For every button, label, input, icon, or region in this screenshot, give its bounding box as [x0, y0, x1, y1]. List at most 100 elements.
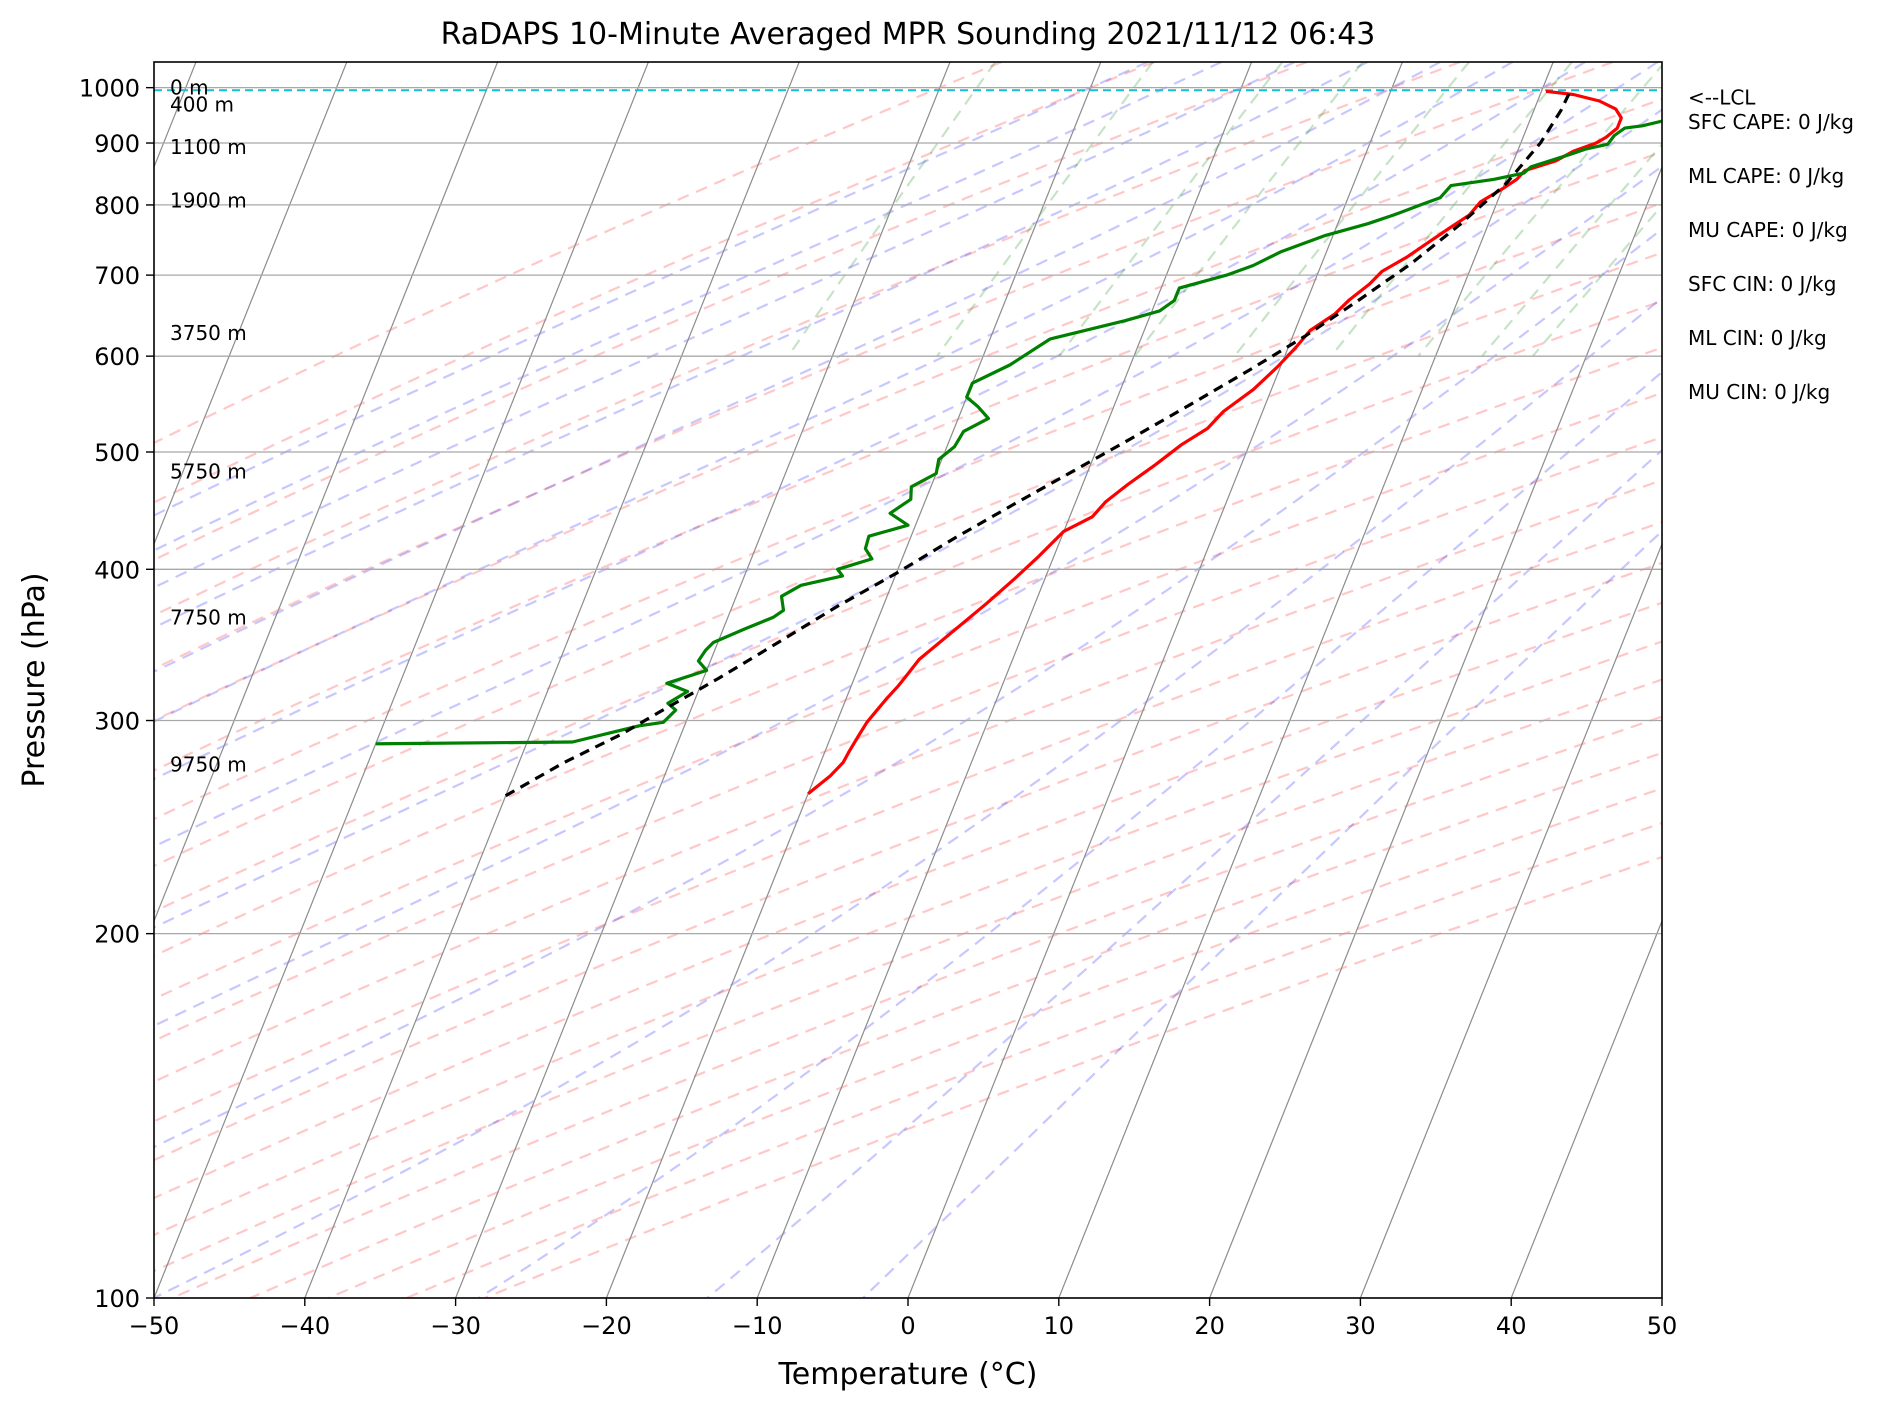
- mixing-ratio-line: [1330, 62, 1573, 357]
- dry-adiabat: [154, 346, 1662, 957]
- stat-label: ML CAPE: 0 J/kg: [1688, 164, 1844, 188]
- x-axis-label: Temperature (°C): [778, 1357, 1038, 1392]
- stat-label: ML CIN: 0 J/kg: [1688, 326, 1827, 350]
- isotherm-line: [154, 62, 649, 1298]
- isotherm-line: [1510, 919, 1662, 1298]
- dry-adiabat: [154, 678, 1662, 1273]
- mixing-ratio-line: [787, 62, 997, 357]
- isotherm-line: [304, 62, 800, 1298]
- moist-adiabat: [154, 108, 1662, 929]
- mixing-ratio-line: [1481, 142, 1662, 357]
- dry-adiabat: [154, 299, 1662, 913]
- x-tick-label: 40: [1496, 1312, 1527, 1340]
- dry-adiabat: [154, 201, 1662, 821]
- y-tick-label: 500: [94, 439, 140, 467]
- moist-adiabat: [154, 227, 1662, 1149]
- y-tick-label: 700: [94, 262, 140, 290]
- y-tick-label: 400: [94, 556, 140, 584]
- dry-adiabat: [154, 62, 1155, 504]
- x-tick-label: 50: [1647, 1312, 1678, 1340]
- isotherm-line: [907, 62, 1403, 1298]
- moist-adiabat: [154, 62, 1659, 848]
- isotherm-line: [455, 62, 951, 1298]
- isotherm-line: [605, 62, 1102, 1298]
- height-label: 5750 m: [170, 459, 247, 483]
- height-label: 0 m: [170, 76, 209, 100]
- dewpoint-profile-line: [375, 119, 1662, 746]
- annotations: 9750 m 7750 m 5750 m 3750 m 1900 m 1100 m 400 …: [170, 76, 1854, 777]
- axis-ticks: −50 −40 −30 −20 −10 0 10 20 30 40 50 100 200 300 400 50…: [79, 75, 1677, 1340]
- isotherm-line: [1209, 165, 1662, 1298]
- stat-label: MU CIN: 0 J/kg: [1688, 380, 1830, 404]
- moist-adiabat: [706, 448, 1662, 1298]
- mixing-ratio-line: [936, 62, 1154, 357]
- moist-adiabat: [154, 62, 1222, 552]
- y-tick-label: 100: [94, 1285, 140, 1313]
- lcl-label: <--LCL: [1688, 85, 1756, 109]
- dry-adiabat: [154, 62, 1614, 670]
- mixing-ratio-line: [1531, 203, 1662, 357]
- moist-adiabat: [154, 62, 1369, 629]
- mixing-ratio-line: [1133, 62, 1364, 357]
- reference-lines: [154, 62, 1662, 1298]
- dry-adiabat: [154, 97, 1662, 722]
- x-tick-label: −40: [279, 1312, 330, 1340]
- moist-adiabat: [154, 62, 1149, 517]
- isotherm-line: [1661, 1296, 1662, 1298]
- isotherm-line: [1058, 62, 1554, 1298]
- isotherm-line: [154, 62, 499, 923]
- moist-adiabat: [154, 62, 1441, 673]
- stat-label: MU CAPE: 0 J/kg: [1688, 218, 1848, 242]
- dry-adiabat: [154, 62, 1308, 562]
- y-tick-label: 800: [94, 192, 140, 220]
- height-label: 1100 m: [170, 135, 247, 159]
- dry-adiabat: [154, 62, 1461, 617]
- moist-adiabat: [154, 62, 1586, 781]
- isotherm-line: [1813, 62, 1882, 1298]
- stat-label: SFC CIN: 0 J/kg: [1688, 272, 1836, 296]
- dry-adiabat: [154, 391, 1662, 1001]
- isotherm-line: [154, 62, 348, 546]
- mixing-ratio-line: [1233, 62, 1470, 357]
- mixing-ratio-line: [1058, 62, 1284, 357]
- y-tick-label: 900: [94, 130, 140, 158]
- dry-adiabat: [154, 62, 1002, 445]
- moist-adiabat: [154, 62, 1296, 589]
- moist-adiabat: [478, 370, 1662, 1298]
- isotherm-line: [1359, 542, 1662, 1298]
- x-tick-label: −30: [430, 1312, 481, 1340]
- x-tick-label: 10: [1044, 1312, 1075, 1340]
- x-tick-label: 0: [900, 1312, 915, 1340]
- y-axis-label: Pressure (hPa): [17, 572, 52, 787]
- x-tick-label: −50: [129, 1312, 180, 1340]
- moist-adiabat: [154, 164, 1662, 1027]
- dry-adiabat: [154, 561, 1662, 1162]
- dry-adiabat: [154, 251, 1662, 868]
- dry-adiabat: [154, 479, 1662, 1083]
- profile-lines: [154, 89, 1662, 798]
- dry-adiabat: [154, 150, 1662, 772]
- mixing-ratio-line: [1417, 63, 1662, 357]
- plot-frame: [153, 61, 1663, 1299]
- dry-adiabat: [154, 601, 1662, 1200]
- dry-adiabat: [154, 520, 1662, 1123]
- height-label: 1900 m: [170, 188, 247, 212]
- x-tick-label: −10: [732, 1312, 783, 1340]
- y-tick-label: 300: [94, 708, 140, 736]
- temperature-profile-line: [807, 89, 1623, 795]
- dry-adiabat: [327, 787, 1662, 1298]
- y-tick-label: 1000: [79, 75, 140, 103]
- height-label: 3750 m: [170, 321, 247, 345]
- y-tick-label: 600: [94, 343, 140, 371]
- isotherm-line: [756, 62, 1253, 1298]
- height-label: 400 m: [170, 93, 234, 117]
- dry-adiabat: [154, 436, 1662, 1042]
- dry-adiabat: [171, 715, 1662, 1298]
- parcel-profile-line: [504, 90, 1572, 798]
- y-tick-label: 200: [94, 921, 140, 949]
- x-tick-label: 20: [1194, 1312, 1225, 1340]
- x-tick-label: −20: [581, 1312, 632, 1340]
- x-tick-label: 30: [1345, 1312, 1376, 1340]
- moist-adiabat: [154, 296, 1662, 1298]
